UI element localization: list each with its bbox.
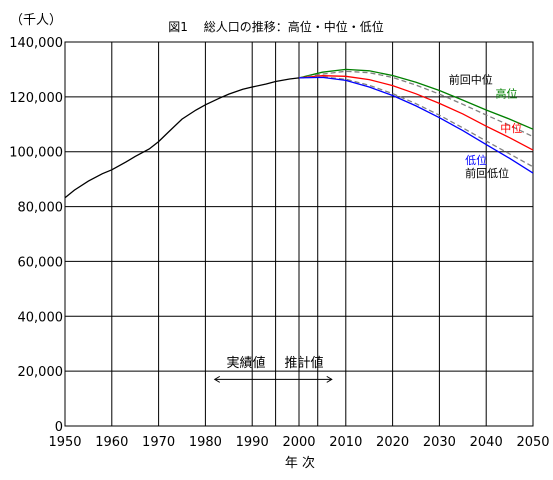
series-line bbox=[64, 77, 300, 199]
projection-label: 推計値 bbox=[284, 355, 323, 371]
unit-label: （千人） bbox=[10, 13, 62, 28]
series-line bbox=[298, 75, 534, 151]
annotation-arrow-right bbox=[326, 375, 333, 383]
series-label: 前回低位 bbox=[465, 166, 509, 180]
x-tick-label: 1980 bbox=[189, 435, 222, 450]
actual-label: 実績値 bbox=[226, 355, 265, 371]
series-line bbox=[298, 68, 534, 130]
y-tick-label: 80,000 bbox=[18, 201, 64, 216]
series-line bbox=[298, 70, 534, 138]
series-lines bbox=[64, 68, 534, 199]
x-tick-label: 2040 bbox=[470, 435, 503, 450]
y-tick-label: 20,000 bbox=[18, 365, 64, 380]
series-line bbox=[298, 76, 534, 174]
series-line bbox=[298, 76, 534, 168]
y-tick-label: 100,000 bbox=[9, 146, 63, 161]
x-tick-label: 1970 bbox=[142, 435, 175, 450]
x-axis-label: 年 次 bbox=[285, 455, 315, 471]
y-tick-label: 0 bbox=[55, 420, 63, 435]
plot-frame bbox=[64, 41, 534, 427]
chart-title: 図1 総人口の推移：高位・中位・低位 bbox=[168, 19, 383, 34]
actual-projection-annotation: 実績値 推計値 bbox=[213, 355, 333, 383]
x-tick-label: 2030 bbox=[423, 435, 456, 450]
y-tick-label: 120,000 bbox=[9, 91, 63, 106]
x-tick-label: 2010 bbox=[329, 435, 362, 450]
series-label: 高位 bbox=[496, 86, 518, 100]
x-tick-label: 2000 bbox=[282, 435, 315, 450]
series-label: 前回中位 bbox=[449, 73, 493, 87]
x-tick-label: 2020 bbox=[376, 435, 409, 450]
tick-labels: 0 20,000 40,000 60,000 80,000 100,000 120,000 1… bbox=[9, 36, 549, 450]
x-tick-label: 1950 bbox=[48, 435, 81, 450]
x-tick-label: 1960 bbox=[95, 435, 128, 450]
x-tick-label: 2050 bbox=[516, 435, 549, 450]
series-label: 低位 bbox=[465, 153, 487, 167]
annotation-arrow-left bbox=[213, 375, 221, 383]
x-tick-label: 1990 bbox=[236, 435, 269, 450]
y-tick-label: 40,000 bbox=[18, 310, 64, 325]
y-tick-label: 140,000 bbox=[9, 36, 63, 51]
y-tick-label: 60,000 bbox=[18, 255, 64, 270]
series-label: 中位 bbox=[500, 121, 522, 135]
